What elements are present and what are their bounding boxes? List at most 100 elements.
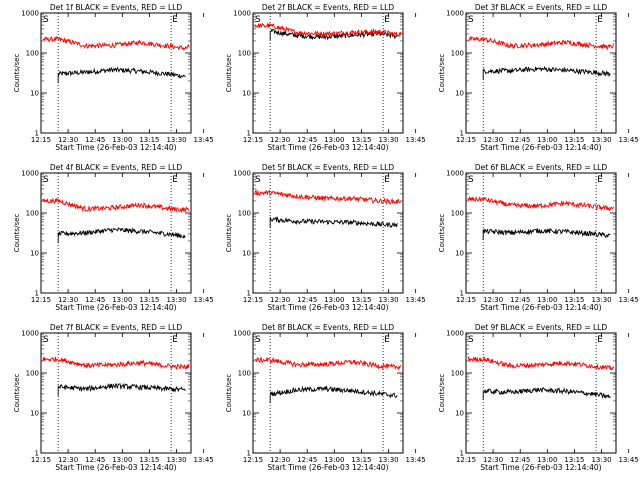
end-marker-label: E — [384, 15, 390, 25]
x-tick-label: 12:30 — [483, 456, 503, 464]
events-series-line — [482, 227, 611, 241]
y-tick-label: 10 — [455, 410, 464, 418]
y-tick-label: 1 — [460, 450, 464, 458]
plot-frame — [465, 332, 617, 454]
y-tick-label: 1 — [247, 130, 251, 138]
x-tick-label: 12:45 — [510, 456, 530, 464]
x-tick-label: 13:00 — [324, 136, 344, 144]
lld-series-line — [467, 195, 615, 211]
y-tick-label: 100 — [451, 210, 464, 218]
y-axis-label: Counts/sec — [13, 54, 21, 93]
y-tick-label: 100 — [451, 50, 464, 58]
x-tick-label: 13:45 — [406, 136, 426, 144]
y-axis-label: Counts/sec — [13, 214, 21, 253]
y-tick-label: 100 — [238, 50, 251, 58]
x-tick-label: 13:00 — [324, 296, 344, 304]
start-marker-label: S — [255, 335, 261, 345]
end-marker-label: E — [384, 175, 390, 185]
x-tick-label: 13:45 — [406, 456, 426, 464]
y-axis-label: Counts/sec — [225, 214, 233, 253]
y-tick-label: 1000 — [21, 330, 39, 338]
panel-title: Det 8f BLACK = Events, RED = LLD — [262, 323, 395, 332]
start-marker-label: S — [255, 175, 261, 185]
panel-det-1: Det 1f BLACK = Events, RED = LLD 12:15 12:… — [13, 3, 214, 152]
start-marker-label: S — [468, 15, 474, 25]
y-tick-label: 1 — [247, 450, 251, 458]
x-tick-label: 12:45 — [85, 136, 105, 144]
events-series-line — [57, 382, 186, 396]
y-tick-label: 100 — [26, 210, 39, 218]
x-tick-label: 12:45 — [297, 136, 317, 144]
y-tick-label: 1 — [35, 290, 39, 298]
events-series-line — [269, 215, 398, 229]
y-tick-label: 100 — [26, 370, 39, 378]
panel-title: Det 7f BLACK = Events, RED = LLD — [50, 323, 183, 332]
end-marker-label: E — [384, 335, 390, 345]
y-tick-label: 1 — [247, 290, 251, 298]
x-tick-label: 12:15 — [31, 296, 51, 304]
x-tick-label: 13:15 — [564, 136, 584, 144]
y-tick-label: 1000 — [233, 10, 251, 18]
x-tick-label: 12:45 — [510, 296, 530, 304]
events-series-line — [482, 65, 611, 81]
x-tick-label: 12:45 — [85, 456, 105, 464]
x-tick-label: 13:45 — [194, 456, 214, 464]
x-tick-label: 13:15 — [351, 456, 371, 464]
x-axis-label: Start Time (26-Feb-03 12:14:40) — [480, 463, 601, 472]
x-tick-label: 13:30 — [591, 456, 611, 464]
x-tick-label: 13:30 — [166, 136, 186, 144]
start-marker-label: S — [468, 175, 474, 185]
lld-series-line — [42, 197, 190, 214]
y-tick-label: 10 — [242, 90, 251, 98]
x-tick-label: 13:15 — [139, 136, 159, 144]
start-marker-label: S — [255, 15, 261, 25]
x-axis-label: Start Time (26-Feb-03 12:14:40) — [55, 303, 176, 312]
lld-series-line — [254, 356, 402, 371]
y-axis-label: Counts/sec — [225, 54, 233, 93]
lld-series-line — [254, 189, 402, 205]
end-marker-label: E — [172, 15, 178, 25]
plot-frame — [40, 12, 192, 134]
x-tick-label: 13:45 — [619, 296, 639, 304]
end-marker-label: E — [597, 175, 603, 185]
x-tick-label: 12:30 — [270, 456, 290, 464]
y-tick-label: 1000 — [21, 10, 39, 18]
x-axis-label: Start Time (26-Feb-03 12:14:40) — [480, 143, 601, 152]
x-tick-label: 12:45 — [297, 296, 317, 304]
panel-title: Det 6f BLACK = Events, RED = LLD — [475, 163, 608, 172]
panel-det-6: Det 6f BLACK = Events, RED = LLD 12:15 12:… — [438, 163, 639, 312]
plot-frame — [252, 172, 404, 294]
x-axis-label: Start Time (26-Feb-03 12:14:40) — [267, 143, 388, 152]
panel-det-8: Det 8f BLACK = Events, RED = LLD 12:15 12:… — [225, 323, 426, 472]
x-tick-label: 13:15 — [564, 296, 584, 304]
x-tick-label: 12:30 — [483, 296, 503, 304]
x-tick-label: 13:45 — [619, 456, 639, 464]
y-tick-label: 10 — [455, 250, 464, 258]
x-axis-label: Start Time (26-Feb-03 12:14:40) — [480, 303, 601, 312]
y-tick-label: 1000 — [446, 170, 464, 178]
y-tick-label: 100 — [238, 210, 251, 218]
x-tick-label: 13:30 — [166, 456, 186, 464]
x-tick-label: 13:00 — [324, 456, 344, 464]
x-tick-label: 12:30 — [270, 296, 290, 304]
end-marker-label: E — [597, 15, 603, 25]
y-tick-label: 10 — [242, 410, 251, 418]
x-tick-label: 12:30 — [58, 456, 78, 464]
panel-title: Det 4f BLACK = Events, RED = LLD — [50, 163, 183, 172]
x-tick-label: 12:30 — [270, 136, 290, 144]
start-marker-label: S — [468, 335, 474, 345]
x-axis-label: Start Time (26-Feb-03 12:14:40) — [267, 303, 388, 312]
y-tick-label: 1000 — [233, 170, 251, 178]
x-tick-label: 13:45 — [194, 296, 214, 304]
x-tick-label: 13:00 — [537, 136, 557, 144]
lld-series-line — [42, 356, 190, 370]
x-tick-label: 13:45 — [194, 136, 214, 144]
y-tick-label: 10 — [242, 250, 251, 258]
y-tick-label: 1 — [460, 130, 464, 138]
plot-frame — [465, 12, 617, 134]
x-tick-label: 12:45 — [297, 456, 317, 464]
x-tick-label: 13:00 — [537, 456, 557, 464]
x-tick-label: 13:00 — [112, 296, 132, 304]
y-axis-label: Counts/sec — [438, 214, 446, 253]
